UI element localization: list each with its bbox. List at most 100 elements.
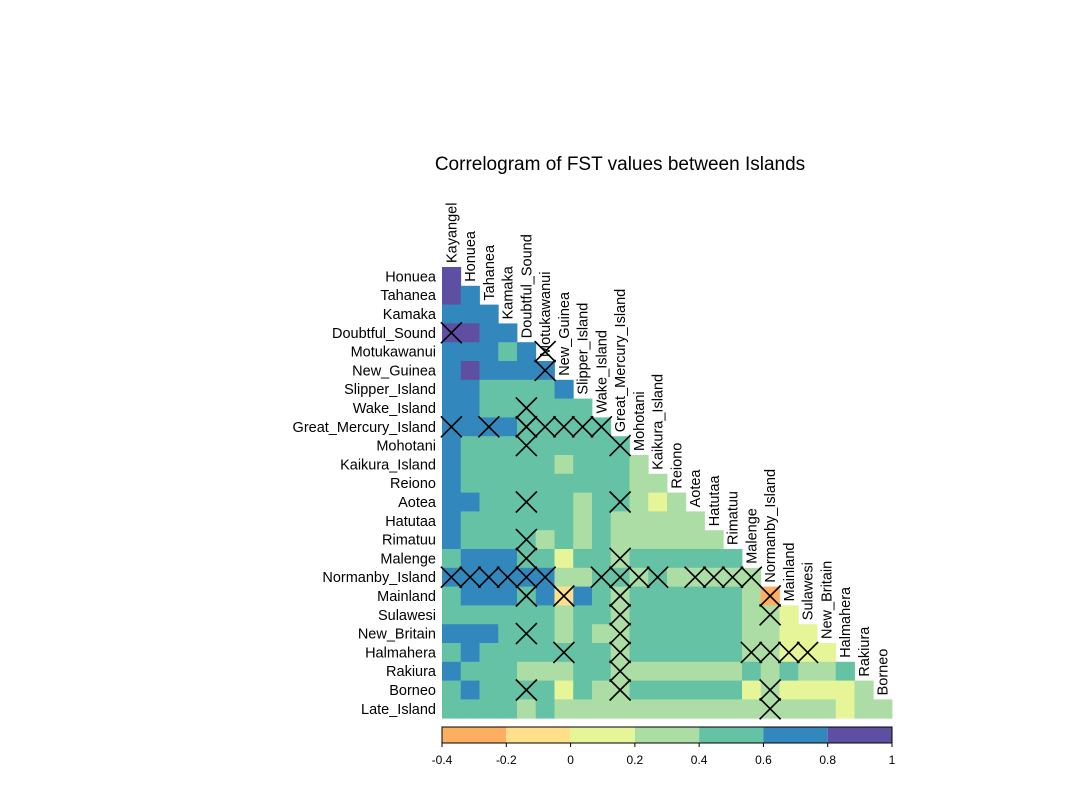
heatmap-cell xyxy=(517,699,537,719)
row-label: Borneo xyxy=(389,683,436,699)
heatmap-cell xyxy=(873,699,893,719)
heatmap-cell xyxy=(498,361,518,381)
heatmap-cell xyxy=(704,643,724,663)
heatmap-cell xyxy=(817,661,837,681)
heatmap-cell xyxy=(479,436,499,456)
heatmap-cell xyxy=(535,661,555,681)
heatmap-cell xyxy=(498,398,518,418)
cross-mark xyxy=(477,415,500,438)
column-label: Sulawesi xyxy=(801,562,817,620)
heatmap-cell xyxy=(629,549,649,569)
heatmap-cell xyxy=(573,586,593,606)
heatmap-cell xyxy=(629,680,649,700)
chart-title: Correlogram of FST values between Island… xyxy=(435,154,805,175)
heatmap-cell xyxy=(535,643,555,663)
heatmap-cell xyxy=(442,549,462,569)
heatmap-cell xyxy=(742,699,762,719)
heatmap-cell xyxy=(535,530,555,550)
column-label: Borneo xyxy=(876,649,892,696)
column-label: Mohotani xyxy=(632,391,648,451)
heatmap-cell xyxy=(592,661,612,681)
heatmap-cell xyxy=(592,699,612,719)
heatmap-cell xyxy=(573,398,593,418)
heatmap-cell xyxy=(535,511,555,531)
heatmap-cell xyxy=(685,549,705,569)
heatmap-cell xyxy=(479,549,499,569)
heatmap-cell xyxy=(629,586,649,606)
heatmap-cell xyxy=(460,586,480,606)
row-label: Malenge xyxy=(380,551,436,567)
legend-swatch xyxy=(634,727,700,743)
heatmap-cell xyxy=(479,398,499,418)
heatmap-cell xyxy=(460,304,480,324)
legend-tick-label: 0.2 xyxy=(627,753,644,767)
cross-mark xyxy=(609,566,632,589)
heatmap-cell xyxy=(554,492,574,512)
heatmap-cell xyxy=(517,455,537,475)
row-label: New_Britain xyxy=(358,627,436,643)
row-label: Rimatuu xyxy=(382,533,436,549)
heatmap-cell xyxy=(667,680,687,700)
heatmap-cell xyxy=(460,699,480,719)
heatmap-cell xyxy=(535,549,555,569)
row-label: Kamaka xyxy=(383,307,437,323)
column-label: Kamaka xyxy=(501,265,517,319)
heatmap-cell xyxy=(460,398,480,418)
heatmap-cell xyxy=(610,699,630,719)
heatmap-cell xyxy=(460,285,480,305)
column-label: Mainland xyxy=(782,543,798,602)
row-label: Slipper_Island xyxy=(344,382,436,398)
heatmap-cell xyxy=(704,530,724,550)
heatmap-cell xyxy=(704,624,724,644)
heatmap-cell xyxy=(573,661,593,681)
column-label: Rakiura xyxy=(857,626,873,677)
heatmap-cell xyxy=(723,661,743,681)
cross-mark xyxy=(702,566,725,589)
heatmap-cell xyxy=(742,605,762,625)
heatmap-cell xyxy=(573,530,593,550)
heatmap-cell xyxy=(535,699,555,719)
insignificance-marks xyxy=(440,321,819,720)
heatmap-cell xyxy=(610,455,630,475)
heatmap-cell xyxy=(460,492,480,512)
heatmap-cell xyxy=(460,455,480,475)
row-label: Great_Mercury_Island xyxy=(293,420,436,436)
heatmap-cell xyxy=(592,586,612,606)
heatmap-cell xyxy=(498,530,518,550)
heatmap-cell xyxy=(442,285,462,305)
cross-mark xyxy=(684,566,707,589)
heatmap-cell xyxy=(442,267,462,287)
color-legend-ticks: -0.4 -0.2 0 0.2 0.4 0.6 0.8 1 xyxy=(432,743,896,767)
heatmap-cell xyxy=(498,624,518,644)
heatmap-cell xyxy=(535,680,555,700)
heatmap-cell xyxy=(667,530,687,550)
color-legend xyxy=(441,726,893,744)
heatmap-cell xyxy=(479,473,499,493)
legend-tick-label: 0 xyxy=(567,753,574,767)
heatmap-cell xyxy=(835,699,855,719)
row-label: Doubtful_Sound xyxy=(332,326,436,342)
heatmap-cell xyxy=(685,661,705,681)
heatmap-cell xyxy=(592,492,612,512)
cross-mark xyxy=(496,566,519,589)
heatmap-cell xyxy=(442,361,462,381)
heatmap-cell xyxy=(517,661,537,681)
cross-mark xyxy=(759,678,782,702)
heatmap-cell xyxy=(648,624,668,644)
heatmap-cell xyxy=(573,511,593,531)
heatmap-cell xyxy=(854,699,874,719)
cross-mark xyxy=(534,415,557,438)
heatmap-cell xyxy=(779,661,799,681)
heatmap-cell xyxy=(648,549,668,569)
heatmap-cell xyxy=(442,398,462,418)
heatmap-cell xyxy=(629,492,649,512)
heatmap-cell xyxy=(479,530,499,550)
heatmap-cell xyxy=(498,549,518,569)
cross-mark xyxy=(609,434,632,457)
legend-tick-label: 0.8 xyxy=(819,753,836,767)
heatmap-cell xyxy=(573,624,593,644)
heatmap-cell xyxy=(460,680,480,700)
heatmap-cell xyxy=(460,661,480,681)
heatmap-cell xyxy=(498,643,518,663)
